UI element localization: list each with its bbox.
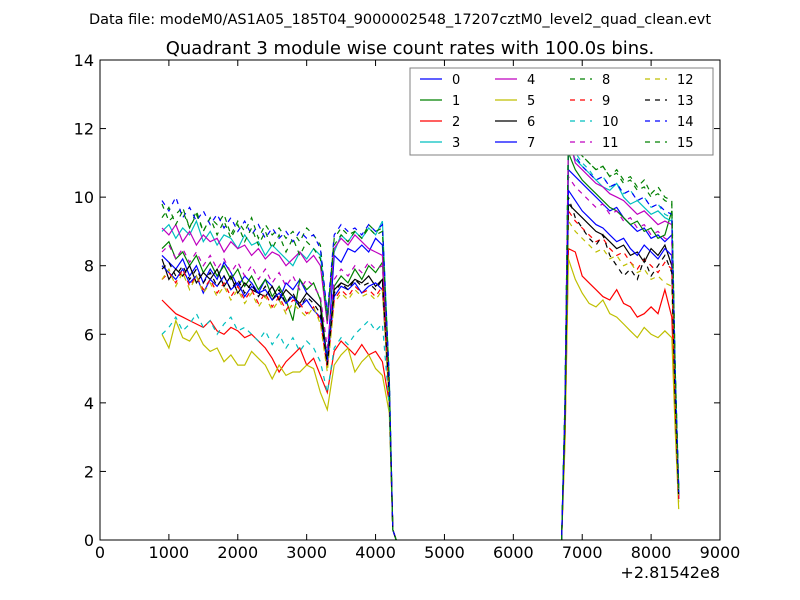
y-tick-label: 10: [74, 188, 94, 207]
y-tick-label: 4: [84, 394, 94, 413]
series-line-module-3: [561, 142, 680, 541]
legend-label-module-14: 14: [677, 115, 694, 130]
series-line-module-6: [161, 258, 397, 541]
series-line-module-4: [161, 223, 397, 541]
plot-frame: [99, 59, 721, 541]
series-line-module-14: [561, 143, 680, 541]
x-tick-label: 4000: [355, 543, 396, 562]
legend-label-module-4: 4: [527, 73, 535, 88]
series-line-module-9: [161, 267, 397, 541]
x-tick-label: 1000: [149, 543, 190, 562]
legend-label-module-12: 12: [677, 73, 694, 88]
legend-label-module-10: 10: [602, 115, 619, 130]
series-line-module-1: [161, 240, 397, 541]
y-tick-label: 6: [84, 325, 94, 344]
series-line-module-6: [561, 202, 680, 541]
series-line-module-10: [161, 312, 397, 541]
x-tick-label: 7000: [562, 543, 603, 562]
series-line-module-1: [561, 152, 680, 541]
legend-label-module-15: 15: [677, 136, 694, 151]
legend-label-module-5: 5: [527, 94, 535, 109]
series-line-module-15: [161, 206, 397, 541]
series-line-module-11: [561, 174, 680, 541]
series-line-module-4: [561, 135, 680, 541]
data-file-label: Data file: modeM0/AS1A05_185T04_90000025…: [89, 12, 711, 28]
legend-label-module-2: 2: [452, 115, 460, 130]
x-offset-label: +2.81542e8: [620, 563, 720, 582]
x-tick-label: 0: [95, 543, 105, 562]
series-line-module-5: [161, 318, 397, 541]
legend-label-module-7: 7: [527, 136, 535, 151]
series-line-module-2: [561, 247, 680, 541]
x-tick-label: 3000: [286, 543, 327, 562]
legend-label-module-9: 9: [602, 94, 610, 109]
legend-label-module-0: 0: [452, 73, 460, 88]
series-line-module-12: [561, 219, 680, 541]
legend-label-module-8: 8: [602, 73, 610, 88]
legend-label-module-6: 6: [527, 115, 535, 130]
y-tick-label: 8: [84, 257, 94, 276]
series-line-module-3: [161, 219, 397, 541]
x-tick-label: 2000: [217, 543, 258, 562]
y-tick-label: 14: [74, 51, 94, 70]
chart-title: Quadrant 3 module wise count rates with …: [166, 38, 655, 59]
x-tick-label: 5000: [424, 543, 465, 562]
series-line-module-13: [561, 196, 680, 541]
legend-label-module-3: 3: [452, 136, 460, 151]
x-tick-label: 8000: [631, 543, 672, 562]
series-line-module-14: [161, 195, 397, 541]
series-line-module-12: [161, 267, 397, 541]
y-tick-label: 12: [74, 120, 94, 139]
series-line-module-9: [561, 208, 680, 541]
y-tick-label: 0: [84, 531, 94, 550]
x-tick-label: 9000: [700, 543, 741, 562]
legend-box: [409, 67, 714, 156]
series-line-module-15: [561, 131, 680, 541]
plot-lines: [161, 128, 680, 541]
axis-ticks: 0 1000 2000 3000 4000 5000 6000 7000 8000 9000 0 2 4…: [74, 51, 741, 562]
series-line-module-2: [161, 299, 397, 541]
legend-label-module-11: 11: [602, 136, 619, 151]
series-line-module-5: [561, 258, 680, 541]
series-line-module-0: [161, 237, 397, 541]
legend-label-module-13: 13: [677, 94, 694, 109]
legend-label-module-1: 1: [452, 94, 460, 109]
series-line-module-0: [561, 168, 680, 541]
series-line-module-7: [561, 188, 680, 541]
y-tick-label: 2: [84, 462, 94, 481]
x-tick-label: 6000: [493, 543, 534, 562]
